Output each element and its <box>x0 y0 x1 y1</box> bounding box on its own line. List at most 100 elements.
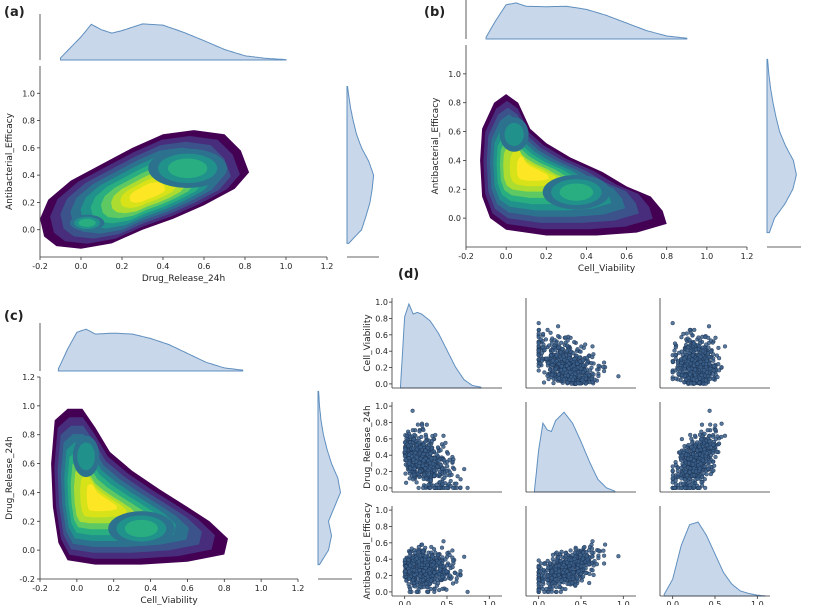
scatter-point <box>590 344 595 349</box>
scatter-point <box>447 470 452 475</box>
scatter-point <box>403 569 408 574</box>
scatter-point <box>429 456 434 461</box>
scatter-point <box>712 364 717 369</box>
scatter-point <box>555 324 561 329</box>
x-tick-label: 1.2 <box>321 262 334 271</box>
scatter-point <box>419 562 424 567</box>
joint-plot-1: -0.2 0.0 0.2 0.4 0.6 0.8 1.0 1.2 0.0 0.2 0.4 0.6 0.8… <box>431 0 801 274</box>
scatter-point <box>546 361 551 366</box>
scatter-point <box>403 447 408 452</box>
x-tick-label: 0.6 <box>198 262 211 271</box>
scatter-point <box>541 380 547 385</box>
scatter-point <box>670 359 675 364</box>
scatter-point <box>462 554 467 559</box>
scatter-point <box>569 381 574 386</box>
scatter-point <box>719 421 724 426</box>
scatter-point <box>596 548 601 553</box>
scatter-point <box>444 587 449 592</box>
scatter-point <box>549 576 554 581</box>
scatter-point <box>699 437 704 442</box>
scatter-point <box>699 373 704 378</box>
scatter-point <box>411 477 416 482</box>
scatter-point <box>417 469 422 474</box>
y-axis-label: Antibacterial_Efficacy <box>431 97 441 195</box>
y-tick-label: 0.2 <box>22 517 35 526</box>
scatter-point <box>536 327 542 332</box>
scatter-point <box>536 321 541 326</box>
scatter-point <box>564 348 569 353</box>
scatter-point <box>690 357 695 362</box>
scatter-point <box>420 549 425 554</box>
scatter-point <box>589 365 594 370</box>
scatter-point <box>413 550 418 555</box>
scatter-point <box>699 480 704 485</box>
scatter-point <box>417 568 422 573</box>
scatter-point <box>412 466 417 471</box>
scatter-point <box>411 561 416 567</box>
scatter-point <box>536 364 541 369</box>
y-tick-label: 0.6 <box>448 128 461 137</box>
scatter-point <box>556 376 561 381</box>
scatter-point <box>547 561 553 566</box>
y-tick-label: 0.8 <box>375 314 388 323</box>
scatter-point <box>438 469 443 474</box>
scatter-point <box>673 368 678 373</box>
scatter-point <box>414 556 419 561</box>
x-tick-label: 0.0 <box>75 262 88 271</box>
scatter-point <box>407 576 412 581</box>
top-marginal-kde <box>485 2 688 40</box>
scatter-point <box>402 557 407 562</box>
scatter-point <box>414 589 419 594</box>
scatter-point <box>673 345 678 350</box>
scatter-point <box>702 464 707 469</box>
scatter-point <box>554 550 559 555</box>
scatter-point <box>679 335 684 340</box>
y-tick-label: 0.0 <box>22 546 35 555</box>
scatter-point <box>403 471 408 476</box>
scatter-point <box>689 445 694 450</box>
scatter-point <box>682 444 687 449</box>
scatter-point <box>581 550 586 555</box>
scatter-point <box>411 577 416 583</box>
scatter-point <box>559 340 564 345</box>
scatter-point <box>575 347 580 352</box>
scatter-point <box>578 571 583 576</box>
scatter-point <box>458 485 463 490</box>
scatter-point <box>578 553 583 558</box>
x-tick-label: 0.8 <box>218 584 231 593</box>
y-tick-label: 0.0 <box>375 588 388 597</box>
scatter-point <box>465 589 470 594</box>
scatter-point <box>450 548 455 553</box>
scatter-point <box>596 363 601 368</box>
scatter-point <box>550 358 555 363</box>
scatter-point <box>572 550 577 555</box>
scatter-point <box>688 432 693 437</box>
scatter-point <box>420 463 425 468</box>
scatter-point <box>571 570 576 575</box>
scatter-point <box>421 442 426 447</box>
scatter-point <box>549 569 554 574</box>
scatter-point <box>616 554 621 559</box>
scatter-point <box>544 356 549 361</box>
kde-contours <box>40 130 250 249</box>
scatter-point <box>682 373 688 378</box>
y-tick-label: 1.0 <box>375 298 388 307</box>
scatter-point <box>447 552 452 558</box>
scatter-point <box>696 485 701 490</box>
scatter-point <box>440 482 445 487</box>
x-tick-label: 0.0 <box>532 600 545 605</box>
scatter-point <box>536 558 541 563</box>
scatter-point <box>541 574 547 579</box>
scatter-point <box>691 363 697 368</box>
y-tick-label: 1.0 <box>448 70 461 79</box>
scatter-point <box>421 485 426 490</box>
scatter-point <box>679 453 684 458</box>
y-tick-label: 0.6 <box>375 331 388 340</box>
kde-level-9 <box>129 182 166 203</box>
scatter-point <box>448 478 453 484</box>
scatter-point <box>581 363 586 368</box>
y-tick-label: 0.4 <box>375 451 388 460</box>
scatter-point <box>601 561 607 566</box>
